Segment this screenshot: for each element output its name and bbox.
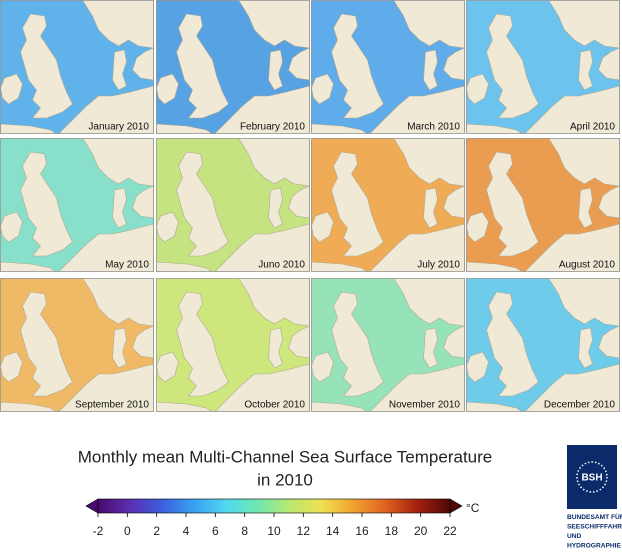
colorbar-tick-label: 12: [297, 524, 311, 538]
map-panel: July 2010: [311, 138, 465, 272]
map-panel: December 2010: [466, 278, 620, 412]
panel-border: [156, 278, 310, 412]
logo-ring: [576, 461, 608, 493]
map-panel: October 2010: [156, 278, 310, 412]
panel-border: [156, 0, 310, 134]
colorbar-unit: °C: [466, 501, 480, 515]
colorbar-tick-label: 4: [183, 524, 190, 538]
panel-label: January 2010: [88, 122, 149, 133]
logo-box: [567, 445, 617, 509]
colorbar-tick-label: 22: [443, 524, 457, 538]
panel-border: [0, 0, 154, 134]
colorbar-high-arrow: [449, 498, 463, 514]
panel-border: [156, 138, 310, 272]
panel-border: [466, 278, 620, 412]
colorbar-tick-label: 16: [355, 524, 369, 538]
title-line: in 2010: [257, 470, 313, 489]
colorbar-tick-label: 8: [241, 524, 248, 538]
logo-text: UND: [567, 533, 582, 540]
map-panel: January 2010: [0, 0, 154, 134]
colorbar-tick-label: 18: [385, 524, 399, 538]
map-panel: March 2010: [311, 0, 465, 134]
panel-label: April 2010: [570, 122, 615, 133]
map-panel: August 2010: [466, 138, 620, 272]
panel-label: July 2010: [417, 260, 460, 271]
colorbar-bar: [97, 498, 451, 514]
panel-label: Juno 2010: [258, 260, 305, 271]
panel-border: [466, 138, 620, 272]
panel-label: September 2010: [75, 400, 149, 411]
panel-border: [466, 0, 620, 134]
colorbar: -2 0 2 4 6 8 10 12 14 16 18 20 22 °C: [85, 498, 480, 538]
colorbar-tick-label: 20: [414, 524, 428, 538]
panel-label: February 2010: [240, 122, 305, 133]
panel-label: October 2010: [244, 400, 305, 411]
colorbar-tick-label: -2: [93, 524, 104, 538]
panel-border: [311, 278, 465, 412]
panels: January 2010 February 2010 March 2010 April…: [0, 0, 620, 412]
panel-label: March 2010: [407, 122, 460, 133]
map-panel: Juno 2010: [156, 138, 310, 272]
map-panel: May 2010: [0, 138, 154, 272]
panel-border: [0, 138, 154, 272]
panel-label: December 2010: [544, 400, 616, 411]
logo: BSH BUNDESAMT FÜR SEESCHIFFFAHRT UND HYDROG…: [567, 445, 622, 549]
logo-text: BUNDESAMT FÜR: [567, 512, 622, 521]
panel-label: August 2010: [559, 260, 616, 271]
title-line: Monthly mean Multi-Channel Sea Surface T…: [78, 447, 493, 466]
logo-text: HYDROGRAPHIE: [567, 542, 621, 549]
colorbar-tick-label: 2: [153, 524, 160, 538]
panel-label: May 2010: [105, 260, 149, 271]
map-panel: April 2010: [466, 0, 620, 134]
panel-border: [311, 138, 465, 272]
panel-border: [0, 278, 154, 412]
map-panel: November 2010: [311, 278, 465, 412]
map-panel: September 2010: [0, 278, 154, 412]
map-panel: February 2010: [156, 0, 310, 134]
colorbar-tick-label: 10: [267, 524, 281, 538]
colorbar-low-arrow: [85, 498, 99, 514]
logo-mark: BSH: [581, 473, 602, 484]
panel-border: [311, 0, 465, 134]
colorbar-tick-label: 0: [124, 524, 131, 538]
logo-text: SEESCHIFFFAHRT: [567, 523, 622, 530]
colorbar-tick-label: 14: [326, 524, 340, 538]
colorbar-tick-label: 6: [212, 524, 219, 538]
panel-label: November 2010: [389, 400, 461, 411]
